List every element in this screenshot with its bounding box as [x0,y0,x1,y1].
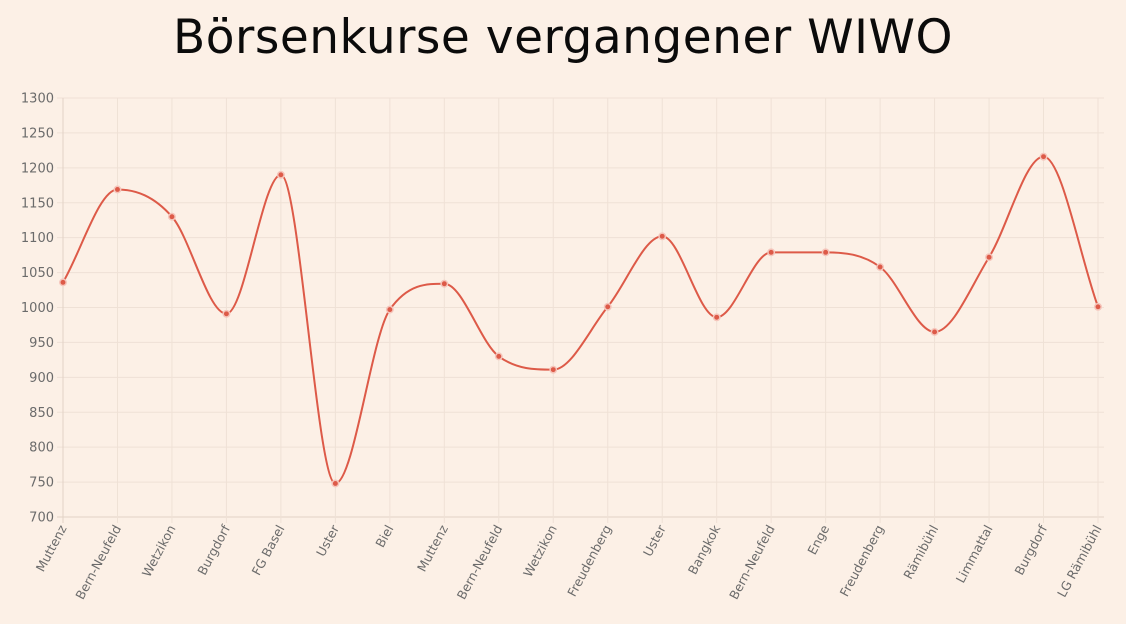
y-tick-label: 1300 [21,92,54,107]
data-point[interactable] [59,278,67,287]
data-point[interactable] [821,248,830,257]
data-point[interactable] [930,327,939,336]
data-point[interactable] [658,232,667,241]
x-axis-ticks: Muttenz Bern-Neufeld Wetzikon Burgdorf FG Ba… [33,522,1105,602]
x-tick-label: LG Rämibühl [1054,522,1105,599]
x-tick-label: Freudenberg [837,522,887,599]
x-tick-label: Muttenz [414,522,451,574]
y-tick-label: 700 [29,511,54,526]
y-tick-label: 850 [29,406,54,421]
data-point[interactable] [167,212,176,221]
data-point[interactable] [985,253,994,262]
data-point[interactable] [549,365,558,374]
data-point[interactable] [331,479,340,488]
y-tick-label: 1000 [21,301,54,316]
y-tick-label: 1200 [21,161,54,176]
x-tick-label: Bern-Neufeld [726,522,778,602]
x-tick-label: Bern-Neufeld [72,522,124,602]
x-tick-label: Uster [640,522,669,559]
data-point[interactable] [767,248,776,257]
y-tick-label: 950 [29,336,54,351]
x-tick-label: Rämibühl [900,522,941,581]
data-point[interactable] [1094,302,1102,311]
data-point[interactable] [113,185,122,194]
x-tick-label: Muttenz [33,522,70,574]
y-tick-label: 1150 [21,196,54,211]
x-tick-label: Bern-Neufeld [454,522,506,602]
y-axis-ticks: 1300 1250 1200 1150 1100 1050 1000 950 900 850 800… [21,92,54,526]
data-point[interactable] [1039,152,1048,161]
series-line [62,155,1099,485]
x-tick-label: Wetzikon [520,522,560,579]
x-tick-label: Wetzikon [139,522,179,579]
x-tick-label: FG Basel [249,522,288,577]
data-point[interactable] [222,309,231,318]
x-tick-label: Burgdorf [194,522,233,578]
x-tick-label: Uster [313,522,342,559]
data-point[interactable] [712,313,721,322]
data-point[interactable] [276,170,285,179]
data-point[interactable] [385,305,394,314]
data-point[interactable] [440,279,449,288]
x-tick-label: Enge [804,522,832,557]
data-point[interactable] [603,302,612,311]
series [62,155,1099,485]
x-tick-label: Freudenberg [564,522,614,599]
page-title: Börsenkurse vergangener WIWO [173,10,953,65]
y-tick-label: 1250 [21,126,54,141]
x-tick-label: Burgdorf [1011,522,1050,578]
data-point[interactable] [876,263,885,271]
y-tick-label: 1100 [21,231,54,246]
y-tick-label: 750 [29,476,54,491]
grid [57,97,1104,523]
x-tick-label: Biel [372,522,396,550]
y-tick-label: 1050 [21,266,54,281]
y-tick-label: 900 [29,371,54,386]
data-point[interactable] [494,352,503,361]
data-points [59,152,1102,488]
x-tick-label: Bangkok [685,522,724,577]
x-tick-label: Limmattal [953,522,996,585]
y-tick-label: 800 [29,441,54,456]
